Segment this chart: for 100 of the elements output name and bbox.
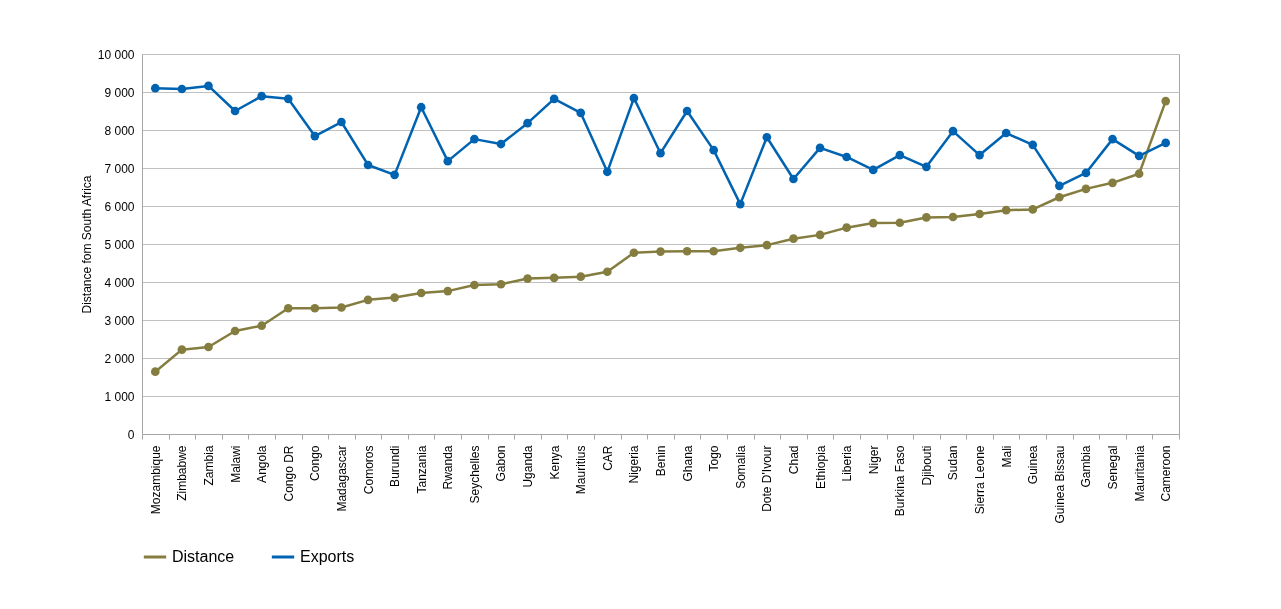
point — [709, 246, 719, 256]
point — [1028, 140, 1038, 150]
y-axis-title: Distance fom South Africa — [79, 175, 94, 314]
y-tick-label: 6 000 — [104, 199, 135, 214]
y-tick-label: 3 000 — [104, 313, 135, 328]
x-tick-label: Gambia — [1079, 445, 1094, 488]
point — [1134, 151, 1144, 161]
point — [682, 106, 692, 116]
point — [1001, 128, 1011, 138]
point — [416, 102, 426, 112]
point — [390, 170, 399, 180]
x-tick-label: Cameroon — [1159, 445, 1174, 502]
point — [1108, 134, 1117, 144]
x-tick-label: Niger — [866, 445, 881, 475]
point — [177, 84, 187, 94]
x-tick-label: Djibouti — [919, 445, 934, 486]
point — [1001, 205, 1011, 215]
point — [470, 280, 479, 290]
point — [948, 126, 958, 136]
point — [257, 321, 266, 331]
point — [283, 94, 293, 104]
x-tick-label: Congo — [308, 445, 323, 481]
x-tick-label: Benin — [654, 445, 668, 477]
point — [895, 150, 905, 160]
x-tick-label: Somalia — [733, 445, 748, 489]
point — [390, 293, 399, 302]
y-tick-label: 0 — [127, 427, 135, 442]
point — [150, 367, 160, 376]
point — [656, 148, 665, 158]
point — [523, 118, 532, 128]
point — [1055, 192, 1064, 202]
point — [1134, 169, 1144, 179]
y-tick-label: 10 000 — [97, 47, 135, 62]
y-tick-label: 8 000 — [104, 123, 135, 138]
point — [922, 162, 931, 172]
point — [1081, 168, 1091, 178]
point — [337, 303, 346, 312]
point — [1055, 181, 1064, 191]
x-tick-label: Guinea Bissau — [1052, 445, 1067, 524]
point — [735, 199, 745, 209]
point — [576, 108, 586, 118]
point — [1161, 138, 1171, 148]
point — [496, 279, 506, 289]
point — [602, 267, 612, 277]
x-tick-label: Zimbabwe — [175, 445, 190, 501]
point — [496, 139, 506, 149]
x-tick-label: Sierra Leone — [973, 445, 988, 515]
x-tick-label: Senegal — [1106, 445, 1121, 490]
x-tick-label: Togo — [707, 445, 722, 472]
y-tick-label: 1 000 — [104, 389, 135, 404]
point — [682, 246, 692, 256]
point — [895, 218, 905, 228]
point — [762, 240, 772, 250]
point — [337, 117, 346, 127]
x-tick-label: Angola — [255, 445, 270, 483]
x-tick-label: CAR — [600, 445, 615, 471]
point — [416, 288, 426, 298]
point — [443, 286, 453, 296]
point — [602, 167, 612, 177]
point — [230, 106, 240, 116]
point — [815, 230, 825, 240]
point — [656, 247, 665, 256]
x-tick-label: Mali — [999, 445, 1014, 468]
point — [549, 273, 559, 283]
x-tick-label: Tanzania — [414, 445, 429, 494]
x-tick-label: Rwanda — [441, 445, 456, 490]
point — [842, 152, 851, 162]
point — [629, 93, 639, 103]
x-tick-label: Guinea — [1026, 445, 1041, 485]
x-tick-label: Mauritius — [574, 445, 589, 495]
x-tick-label: Comoros — [361, 445, 376, 495]
y-tick-label: 4 000 — [104, 275, 135, 290]
x-tick-label: Gabon — [494, 445, 509, 482]
point — [470, 134, 479, 144]
point — [363, 295, 373, 305]
point — [310, 303, 320, 313]
x-tick-label: Chad — [786, 445, 801, 475]
point — [789, 174, 798, 184]
point — [150, 83, 160, 93]
point — [922, 213, 931, 222]
x-tick-label: Mauritania — [1132, 445, 1147, 502]
point — [549, 94, 559, 104]
point — [789, 234, 798, 243]
point — [1081, 184, 1091, 194]
x-tick-label: Dote D'Ivour — [760, 445, 775, 512]
point — [629, 248, 639, 258]
x-tick-label: Zambia — [201, 445, 216, 486]
legend-label: Distance — [172, 548, 235, 565]
point — [310, 131, 320, 141]
x-tick-label: Madagascar — [334, 445, 349, 512]
point — [975, 209, 984, 219]
x-tick-label: Uganda — [521, 445, 536, 488]
y-tick-label: 7 000 — [104, 161, 135, 176]
x-tick-label: Burkina Faso — [893, 445, 908, 517]
x-tick-label: Seychelles — [467, 445, 482, 504]
x-tick-label: Mozambique — [148, 445, 163, 515]
y-tick-label: 9 000 — [104, 85, 135, 100]
legend-label: Exports — [300, 548, 355, 565]
point — [204, 81, 213, 91]
point — [842, 223, 851, 232]
